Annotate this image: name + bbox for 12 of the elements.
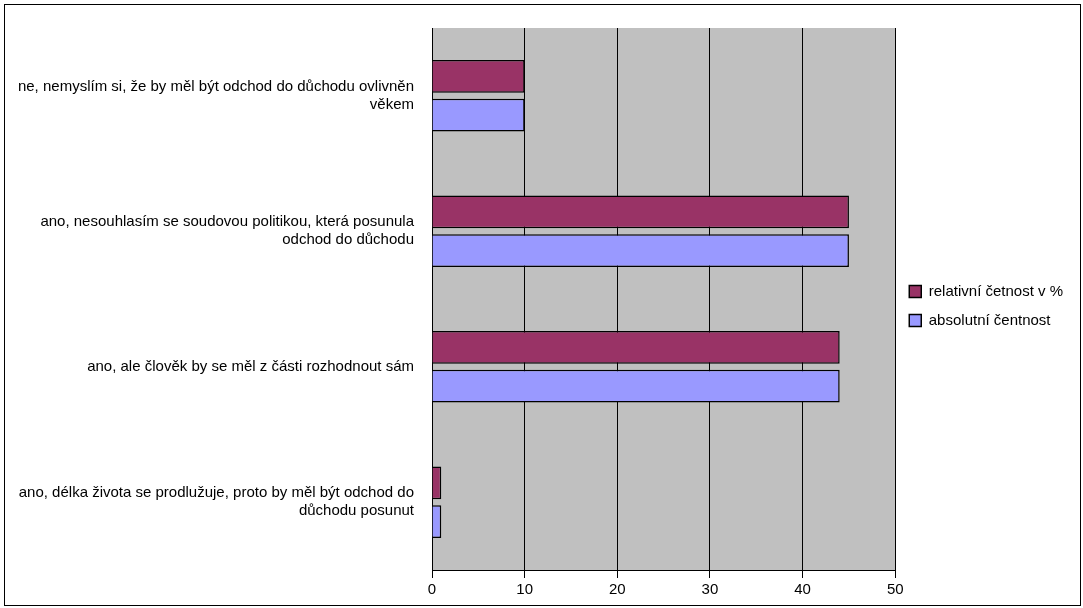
y-tick-label: ano, ale člověk by se měl z části rozhodnout sám [87,356,414,374]
x-tick-label: 20 [608,580,626,598]
x-tick-label: 0 [427,580,437,598]
x-tick-label: 10 [516,580,533,598]
legend-label: absolutní čentnost [928,310,1052,328]
y-tick-label: ne, nemyslím si, že by měl být odchod do důchodu ovlivněn věkem [17,76,414,112]
x-tick-label: 50 [886,580,904,598]
x-tick-label: 30 [701,580,719,598]
y-tick-label: ano, nesouhlasím se soudovou politikou, která posunula odchod do důchodu [40,212,415,248]
x-tick-label: 40 [794,580,811,598]
y-tick-label: ano, délka života se prodlužuje, proto by měl být odchod do důchodu posunut [18,483,415,519]
legend-label: relativní četnost v % [928,281,1064,299]
